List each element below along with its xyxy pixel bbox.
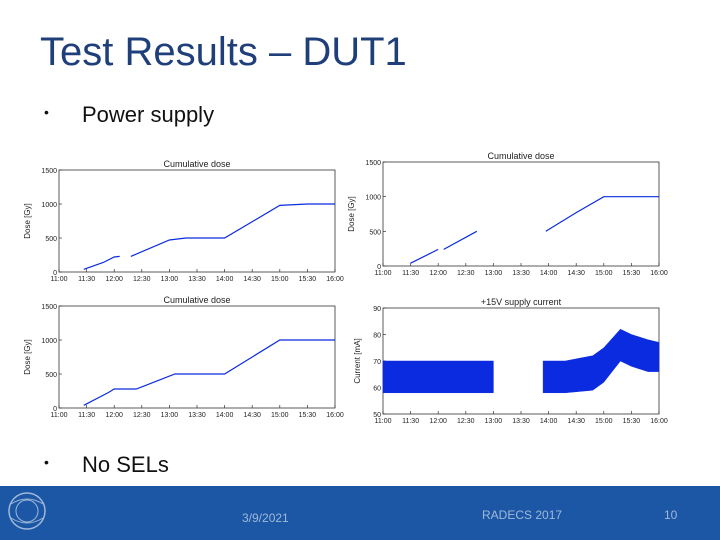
x-tick-label: 13:00 xyxy=(485,270,503,277)
current-series-band xyxy=(542,328,660,394)
y-tick-label: 0 xyxy=(53,406,57,413)
plot-title: Cumulative dose xyxy=(163,295,230,305)
x-tick-label: 11:30 xyxy=(402,418,419,425)
y-tick-label: 80 xyxy=(373,333,381,340)
x-tick-label: 13:00 xyxy=(161,412,179,419)
y-tick-label: 1500 xyxy=(41,168,57,175)
slide-title: Test Results – DUT1 xyxy=(40,30,407,74)
plot-title: Cumulative dose xyxy=(487,151,554,161)
bullet-text: No SELs xyxy=(82,452,169,477)
x-tick-label: 16:00 xyxy=(650,418,668,425)
y-tick-label: 0 xyxy=(377,264,381,271)
y-tick-label: 70 xyxy=(373,359,381,366)
x-tick-label: 14:00 xyxy=(216,412,234,419)
x-tick-label: 14:00 xyxy=(540,418,558,425)
y-tick-label: 50 xyxy=(373,412,381,419)
x-tick-label: 14:30 xyxy=(567,270,585,277)
y-axis-label: Dose [Gy] xyxy=(23,203,32,239)
y-axis-label: Dose [Gy] xyxy=(23,339,32,375)
y-tick-label: 1000 xyxy=(365,195,381,202)
x-tick-label: 11:00 xyxy=(375,270,392,277)
x-tick-label: 11:00 xyxy=(375,418,392,425)
x-tick-label: 11:00 xyxy=(51,412,68,419)
plot-frame xyxy=(58,305,336,409)
y-tick-label: 1500 xyxy=(365,160,381,167)
y-axis-label: Current [mA] xyxy=(353,338,362,383)
x-tick-label: 13:30 xyxy=(512,418,530,425)
y-tick-label: 500 xyxy=(45,372,57,379)
plot-cumulative-dose-top-right: Cumulative dose Dose [Gy] 0 500 1000 1500 11:0… xyxy=(347,151,668,277)
x-tick-label: 13:00 xyxy=(161,276,179,283)
x-tick-label: 15:00 xyxy=(271,276,289,283)
x-tick-label: 12:00 xyxy=(429,418,447,425)
x-tick-label: 12:00 xyxy=(429,270,447,277)
footer-bar: 3/9/2021 RADECS 2017 10 xyxy=(0,486,720,540)
plot-cumulative-dose-bottom-left: Cumulative dose Dose [Gy] 0 500 1000 1500 11:0… xyxy=(23,295,344,419)
x-tick-label: 15:30 xyxy=(299,276,317,283)
x-tick-label: 12:30 xyxy=(133,276,151,283)
x-tick-label: 16:00 xyxy=(650,270,668,277)
plot-frame xyxy=(382,161,660,267)
plot-title: Cumulative dose xyxy=(163,159,230,169)
current-series-band xyxy=(382,360,494,394)
plot-frame xyxy=(58,169,336,273)
x-tick-label: 16:00 xyxy=(326,276,344,283)
x-tick-label: 12:30 xyxy=(457,418,475,425)
x-tick-label: 15:30 xyxy=(623,418,641,425)
x-tick-label: 15:00 xyxy=(271,412,289,419)
x-tick-label: 13:30 xyxy=(512,270,530,277)
x-tick-label: 12:30 xyxy=(457,270,475,277)
x-tick-label: 11:00 xyxy=(51,276,68,283)
x-tick-label: 11:30 xyxy=(78,276,95,283)
y-tick-label: 1500 xyxy=(41,304,57,311)
x-tick-label: 13:30 xyxy=(188,276,206,283)
x-tick-label: 15:30 xyxy=(623,270,641,277)
bullet-dot-icon: • xyxy=(44,454,49,470)
x-tick-label: 15:00 xyxy=(595,270,613,277)
x-tick-label: 13:00 xyxy=(485,418,503,425)
x-tick-label: 11:30 xyxy=(402,270,419,277)
x-tick-label: 12:00 xyxy=(105,412,123,419)
x-tick-label: 14:30 xyxy=(567,418,585,425)
y-tick-label: 1000 xyxy=(41,202,57,209)
footer-date: 3/9/2021 xyxy=(242,511,289,525)
y-tick-label: 500 xyxy=(45,236,57,243)
y-axis-label: Dose [Gy] xyxy=(347,196,356,232)
dose-series-line xyxy=(410,248,439,264)
x-tick-label: 12:00 xyxy=(105,276,123,283)
bullet-dot-icon: • xyxy=(44,104,49,120)
y-tick-label: 60 xyxy=(373,386,381,393)
dose-series-line xyxy=(443,230,478,250)
plot-cumulative-dose-top-left: Cumulative dose Dose [Gy] 0 500 1000 1500 11:0… xyxy=(23,159,344,283)
x-tick-label: 11:30 xyxy=(78,412,95,419)
x-tick-label: 15:00 xyxy=(595,418,613,425)
y-tick-label: 1000 xyxy=(41,338,57,345)
plot-title: +15V supply current xyxy=(481,297,562,307)
y-tick-label: 500 xyxy=(369,229,381,236)
y-tick-label: 90 xyxy=(373,306,381,313)
cern-logo-icon xyxy=(8,492,46,530)
dose-series-line xyxy=(83,255,120,270)
x-tick-label: 14:00 xyxy=(216,276,234,283)
bullet-text: Power supply xyxy=(82,102,215,127)
x-tick-label: 14:30 xyxy=(243,276,261,283)
plot-supply-current: +15V supply current Current [mA] 50 60 70 80 9… xyxy=(353,297,668,425)
dose-series-line xyxy=(130,203,335,257)
x-tick-label: 14:00 xyxy=(540,270,558,277)
footer-page-number: 10 xyxy=(664,508,678,522)
footer-conference: RADECS 2017 xyxy=(482,508,563,522)
dose-series-line xyxy=(83,339,335,406)
x-tick-label: 13:30 xyxy=(188,412,206,419)
y-tick-label: 0 xyxy=(53,270,57,277)
x-tick-label: 14:30 xyxy=(243,412,261,419)
x-tick-label: 12:30 xyxy=(133,412,151,419)
x-tick-label: 16:00 xyxy=(326,412,344,419)
dose-series-line xyxy=(545,196,659,232)
x-tick-label: 15:30 xyxy=(299,412,317,419)
